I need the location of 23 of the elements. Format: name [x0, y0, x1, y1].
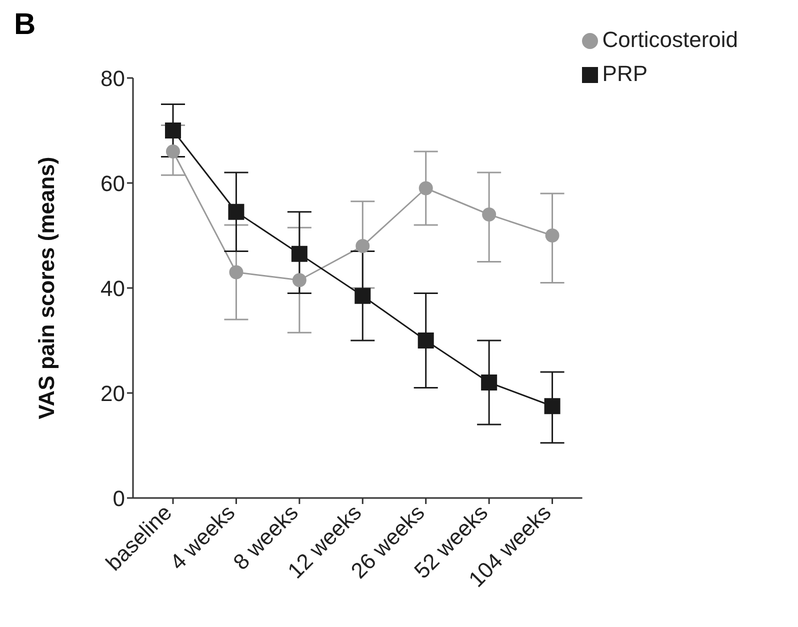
point	[418, 181, 433, 196]
point	[292, 273, 306, 288]
point	[228, 204, 244, 220]
text: B	[14, 8, 36, 42]
point	[166, 144, 180, 158]
point	[354, 288, 371, 304]
y-tick-label: 60	[100, 170, 125, 196]
y-axis-title: VAS pain scores (means)	[34, 156, 59, 420]
point	[481, 374, 498, 390]
y-tick-label: 20	[100, 380, 125, 406]
point	[291, 246, 308, 262]
point	[544, 398, 560, 414]
y-tick-label: 40	[100, 276, 125, 301]
point	[482, 208, 496, 222]
legend-label: Corticosteroid	[602, 27, 738, 52]
y-tick-label: 80	[100, 66, 125, 91]
point	[418, 332, 434, 348]
y-tick-label: 0	[112, 486, 125, 511]
point	[165, 122, 181, 138]
point	[229, 265, 244, 280]
legend-label: PRP	[602, 61, 648, 86]
point	[545, 228, 560, 242]
point	[356, 239, 370, 253]
